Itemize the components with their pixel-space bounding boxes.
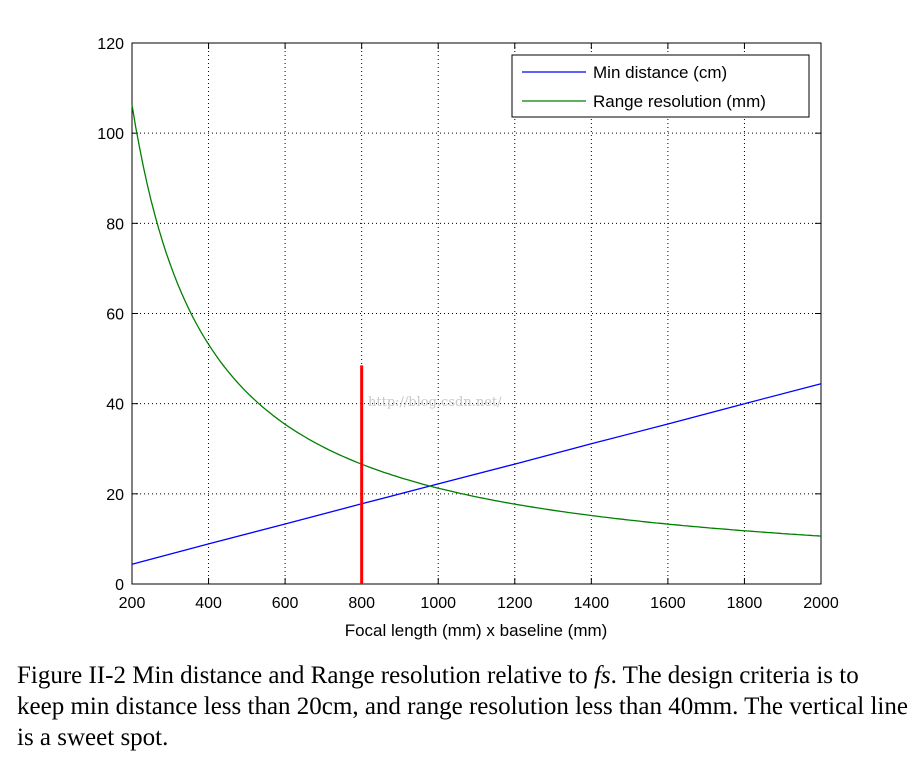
figure-caption: Figure II-2 Min distance and Range resol… [17, 660, 912, 753]
legend: Min distance (cm) Range resolution (mm) [511, 54, 810, 118]
y-tick-label: 80 [106, 216, 124, 233]
y-tick-label: 20 [106, 487, 124, 504]
x-tick-label: 200 [119, 595, 146, 612]
x-tick-labels: 200 400 600 800 1000 1200 1400 1600 1800 2000 [119, 595, 839, 612]
y-tick-label: 100 [97, 126, 124, 143]
x-tick-label: 400 [195, 595, 222, 612]
caption-text: Figure II-2 Min distance and Range resol… [17, 662, 594, 689]
caption-emphasis: fs [593, 662, 611, 689]
series-range-resolution-line [131, 104, 822, 537]
watermark-text: http://blog.csdn.net/ [368, 395, 502, 410]
x-tick-label: 600 [272, 595, 299, 612]
x-tick-label: 1000 [420, 595, 456, 612]
y-tick-labels: 0 20 40 60 80 100 120 [97, 36, 124, 594]
grid-lines [132, 43, 821, 584]
series-lines [131, 104, 822, 565]
x-tick-label: 2000 [803, 595, 839, 612]
y-tick-label: 0 [115, 577, 124, 594]
chart: 200 400 600 800 1000 1200 1400 1600 1800 2000 020… [97, 36, 839, 640]
legend-label-range-resolution: Range resolution (mm) [593, 92, 766, 111]
y-tick-label: 60 [106, 307, 124, 324]
caption-text-rest: . The design criteria is to keep min dis… [17, 662, 908, 751]
y-tick-label: 120 [97, 36, 124, 53]
x-axis-label: Focal length (mm) x baseline (mm) [345, 621, 608, 640]
x-tick-label: 1600 [650, 595, 686, 612]
series-min-distance-line [131, 383, 822, 565]
x-tick-label: 1800 [727, 595, 763, 612]
legend-label-min-distance: Min distance (cm) [593, 63, 727, 82]
legend-box [511, 54, 810, 118]
x-tick-label: 1400 [574, 595, 610, 612]
y-tick-label: 40 [106, 397, 124, 414]
x-tick-label: 800 [348, 595, 375, 612]
x-tick-label: 1200 [497, 595, 533, 612]
